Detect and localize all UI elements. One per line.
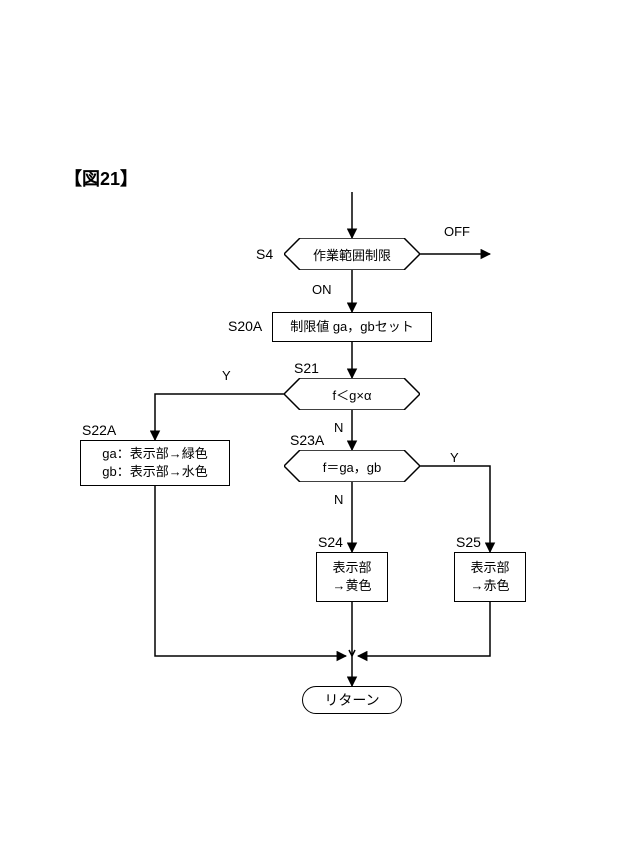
process-s25: 表示部→赤色 (454, 552, 526, 602)
figure-title: 【図21】 (64, 165, 138, 191)
edge-label-on: ON (312, 282, 332, 297)
node-label-s21: S21 (294, 360, 319, 376)
terminator-return: リターン (302, 686, 402, 714)
node-label-s24: S24 (318, 534, 343, 550)
decision-text: f＝ga，gb (284, 450, 420, 482)
node-label-s4: S4 (256, 246, 273, 262)
process-text: 表示部→黄色 (332, 559, 371, 594)
decision-s4: 作業範囲制限 (284, 238, 420, 270)
decision-s21: f＜g×α (284, 378, 420, 410)
decision-text: f＜g×α (284, 378, 420, 410)
process-text: ga：表示部→緑色gb：表示部→水色 (102, 445, 207, 480)
edge-label-y2: Y (450, 450, 459, 465)
edge-label-n2: N (334, 492, 343, 507)
edge-label-y1: Y (222, 368, 231, 383)
terminator-label: リターン (324, 690, 379, 710)
process-s22a: ga：表示部→緑色gb：表示部→水色 (80, 440, 230, 486)
node-label-s22a: S22A (82, 422, 116, 438)
process-text: 制限値 ga，gbセット (290, 318, 414, 336)
decision-text: 作業範囲制限 (284, 238, 420, 270)
process-s24: 表示部→黄色 (316, 552, 388, 602)
process-text: 表示部→赤色 (470, 559, 509, 594)
node-label-s20a: S20A (228, 318, 262, 334)
node-label-s23a: S23A (290, 432, 324, 448)
edge (358, 602, 490, 656)
edge-label-off: OFF (444, 224, 470, 239)
flowchart-canvas: 【図21】 S4 作業範囲制限 S20A 制限値 ga，gbセット S21 f＜g×α S2… (0, 0, 640, 851)
edge (155, 394, 284, 440)
node-label-s25: S25 (456, 534, 481, 550)
decision-s23a: f＝ga，gb (284, 450, 420, 482)
process-s20a: 制限値 ga，gbセット (272, 312, 432, 342)
edge-label-n1: N (334, 420, 343, 435)
